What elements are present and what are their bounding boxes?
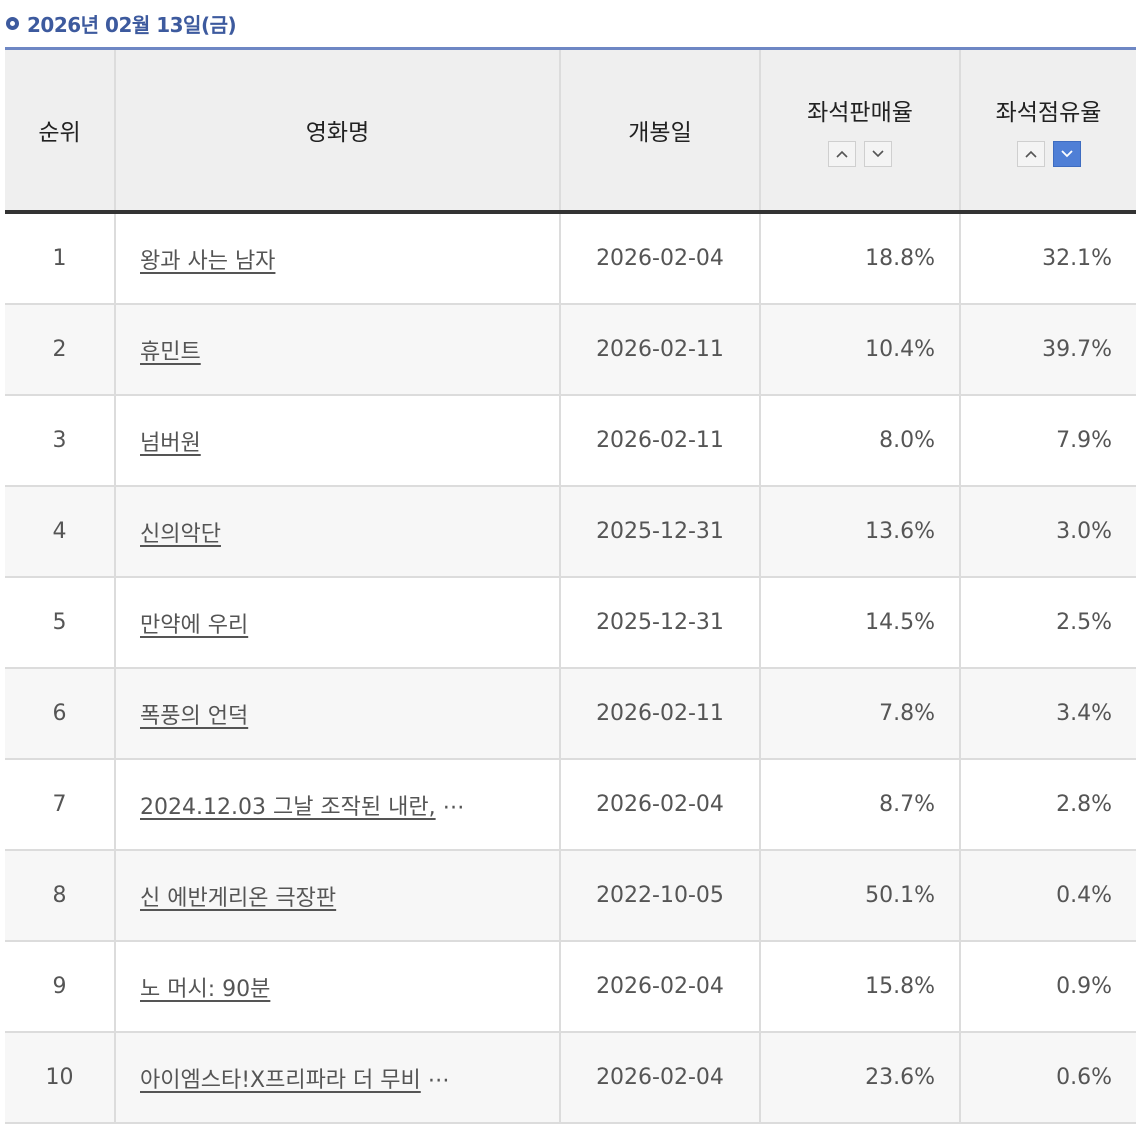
movie-title-link[interactable]: 폭풍의 언덕	[140, 703, 249, 729]
seat-share-cell: 0.6%	[960, 1032, 1136, 1124]
open-date-cell: 2025-12-31	[560, 577, 761, 669]
title-cell: 신의악단	[115, 486, 561, 578]
table-row: 1 왕과 사는 남자 2026-02-04 18.8% 32.1%	[5, 212, 1136, 305]
open-date-cell: 2025-12-31	[560, 486, 761, 578]
movie-title-link[interactable]: 넘버원	[140, 430, 201, 456]
table-row: 3 넘버원 2026-02-11 8.0% 7.9%	[5, 395, 1136, 487]
open-date-cell: 2026-02-11	[560, 395, 761, 487]
chevron-up-icon	[836, 150, 848, 158]
open-date-cell: 2026-02-11	[560, 304, 761, 396]
table-row: 4 신의악단 2025-12-31 13.6% 3.0%	[5, 486, 1136, 578]
seat-sales-cell: 8.0%	[760, 395, 961, 487]
title-cell: 만약에 우리	[115, 577, 561, 669]
movie-title-link[interactable]: 휴민트	[140, 339, 201, 365]
circle-bullet-icon	[6, 16, 19, 30]
col-header-open-date: 개봉일	[560, 50, 761, 214]
col-header-seat-share-label: 좌석점유율	[995, 100, 1102, 126]
open-date-cell: 2026-02-04	[560, 759, 761, 851]
date-title: 2026년 02월 13일(금)	[27, 12, 237, 37]
open-date-cell: 2026-02-04	[560, 1032, 761, 1124]
seat-sales-cell: 23.6%	[760, 1032, 961, 1124]
rank-cell: 5	[5, 577, 116, 669]
rank-cell: 8	[5, 850, 116, 942]
col-header-title: 영화명	[115, 50, 561, 214]
title-cell: 넘버원	[115, 395, 561, 487]
open-date-cell: 2026-02-04	[560, 941, 761, 1033]
chevron-down-icon	[872, 150, 884, 158]
title-cell: 왕과 사는 남자	[115, 212, 561, 305]
open-date-cell: 2026-02-04	[560, 212, 761, 305]
movie-title-link[interactable]: 왕과 사는 남자	[140, 248, 276, 274]
rank-cell: 2	[5, 304, 116, 396]
seat-share-cell: 7.9%	[960, 395, 1136, 487]
seat-share-sort-asc-button[interactable]	[1016, 141, 1045, 167]
seat-share-cell: 2.5%	[960, 577, 1136, 669]
seat-sales-sort	[761, 141, 959, 167]
open-date-cell: 2026-02-11	[560, 668, 761, 760]
table-row: 7 2024.12.03 그날 조작된 내란, ⋯ 2026-02-04 8.7% 2.…	[5, 759, 1136, 851]
seat-share-cell: 32.1%	[960, 212, 1136, 305]
seat-share-sort-desc-button[interactable]	[1052, 141, 1081, 167]
rank-cell: 10	[5, 1032, 116, 1124]
title-cell: 신 에반게리온 극장판	[115, 850, 561, 942]
movie-title-link[interactable]: 신 에반게리온 극장판	[140, 885, 337, 911]
box-office-table: 순위 영화명 개봉일 좌석판매율 좌석점유율	[5, 50, 1136, 1124]
col-header-seat-sales-label: 좌석판매율	[807, 100, 913, 126]
table-header-row: 순위 영화명 개봉일 좌석판매율 좌석점유율	[5, 50, 1136, 214]
seat-sales-cell: 50.1%	[760, 850, 961, 942]
rank-cell: 9	[5, 941, 116, 1033]
movie-title-link[interactable]: 신의악단	[140, 521, 221, 547]
title-cell: 노 머시: 90분	[115, 941, 561, 1033]
seat-share-cell: 0.9%	[960, 941, 1136, 1033]
rank-cell: 7	[5, 759, 116, 851]
seat-share-cell: 3.0%	[960, 486, 1136, 578]
movie-title-link[interactable]: 만약에 우리	[140, 612, 249, 638]
truncation-ellipsis: ⋯	[442, 794, 465, 820]
seat-sales-cell: 15.8%	[760, 941, 961, 1033]
title-cell: 아이엠스타!X프리파라 더 무비 ⋯	[115, 1032, 561, 1124]
table-row: 2 휴민트 2026-02-11 10.4% 39.7%	[5, 304, 1136, 396]
rank-cell: 4	[5, 486, 116, 578]
col-header-rank: 순위	[5, 50, 116, 214]
movie-title-link[interactable]: 노 머시: 90분	[140, 976, 271, 1002]
date-header: 2026년 02월 13일(금)	[6, 8, 237, 38]
seat-share-sort	[961, 141, 1136, 167]
table-row: 10 아이엠스타!X프리파라 더 무비 ⋯ 2026-02-04 23.6% 0.6%	[5, 1032, 1136, 1124]
seat-sales-cell: 14.5%	[760, 577, 961, 669]
seat-share-cell: 0.4%	[960, 850, 1136, 942]
seat-sales-cell: 13.6%	[760, 486, 961, 578]
col-header-seat-share: 좌석점유율	[960, 50, 1136, 214]
table-row: 9 노 머시: 90분 2026-02-04 15.8% 0.9%	[5, 941, 1136, 1033]
seat-sales-sort-asc-button[interactable]	[828, 141, 856, 167]
chevron-up-icon	[1024, 150, 1037, 158]
seat-sales-cell: 18.8%	[760, 212, 961, 305]
truncation-ellipsis: ⋯	[427, 1067, 450, 1093]
chevron-down-icon	[1060, 150, 1073, 158]
header-divider	[5, 47, 1136, 50]
col-header-seat-sales: 좌석판매율	[760, 50, 961, 214]
movie-title-link[interactable]: 2024.12.03 그날 조작된 내란,	[140, 794, 436, 820]
seat-sales-cell: 8.7%	[760, 759, 961, 851]
seat-sales-cell: 7.8%	[760, 668, 961, 760]
seat-share-cell: 2.8%	[960, 759, 1136, 851]
table-row: 5 만약에 우리 2025-12-31 14.5% 2.5%	[5, 577, 1136, 669]
rank-cell: 1	[5, 212, 116, 305]
table-row: 6 폭풍의 언덕 2026-02-11 7.8% 3.4%	[5, 668, 1136, 760]
seat-share-cell: 39.7%	[960, 304, 1136, 396]
seat-share-cell: 3.4%	[960, 668, 1136, 760]
seat-sales-cell: 10.4%	[760, 304, 961, 396]
rank-cell: 6	[5, 668, 116, 760]
title-cell: 2024.12.03 그날 조작된 내란, ⋯	[115, 759, 561, 851]
seat-sales-sort-desc-button[interactable]	[864, 141, 892, 167]
open-date-cell: 2022-10-05	[560, 850, 761, 942]
table-row: 8 신 에반게리온 극장판 2022-10-05 50.1% 0.4%	[5, 850, 1136, 942]
movie-title-link[interactable]: 아이엠스타!X프리파라 더 무비	[140, 1067, 421, 1093]
title-cell: 휴민트	[115, 304, 561, 396]
rank-cell: 3	[5, 395, 116, 487]
title-cell: 폭풍의 언덕	[115, 668, 561, 760]
